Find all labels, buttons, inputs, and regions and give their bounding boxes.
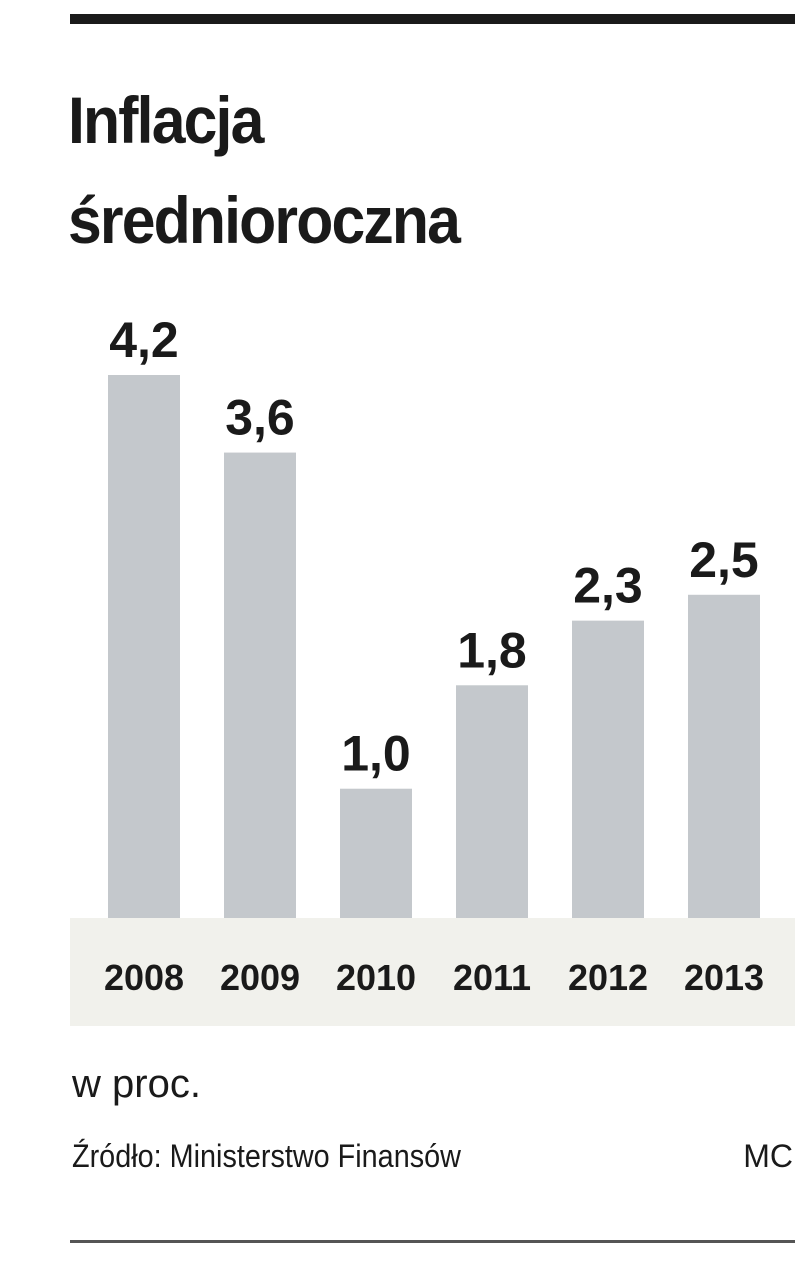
x-tick-2011: 2011	[453, 957, 531, 998]
bar-2008	[108, 375, 180, 918]
bottom-rule	[70, 1240, 795, 1243]
value-label-2009: 3,6	[225, 390, 295, 446]
chart-title: Inflacja średnioroczna	[68, 70, 730, 270]
bar-2011	[456, 685, 528, 918]
top-rule	[70, 14, 795, 24]
value-label-2011: 1,8	[457, 622, 527, 678]
x-tick-2013: 2013	[684, 957, 764, 998]
bar-2010	[340, 788, 412, 918]
x-tick-2012: 2012	[568, 957, 648, 998]
x-tick-2010: 2010	[336, 957, 416, 998]
x-tick-2008: 2008	[104, 957, 184, 998]
x-axis-band	[70, 918, 795, 1026]
x-tick-2009: 2009	[220, 957, 300, 998]
value-label-2012: 2,3	[573, 558, 643, 614]
bar-2013	[688, 594, 760, 918]
bar-2012	[572, 620, 644, 918]
bar-2009	[224, 452, 296, 918]
title-line-1: Inflacja	[68, 83, 264, 157]
value-label-2008: 4,2	[109, 312, 179, 368]
title-line-2: średnioroczna	[68, 183, 461, 257]
author-credit: MC	[743, 1138, 793, 1174]
value-label-2013: 2,5	[689, 532, 759, 588]
unit-note: w proc.	[72, 1062, 201, 1106]
source-note: Źródło: Ministerstwo Finansów	[72, 1138, 461, 1174]
value-label-2010: 1,0	[341, 726, 411, 782]
